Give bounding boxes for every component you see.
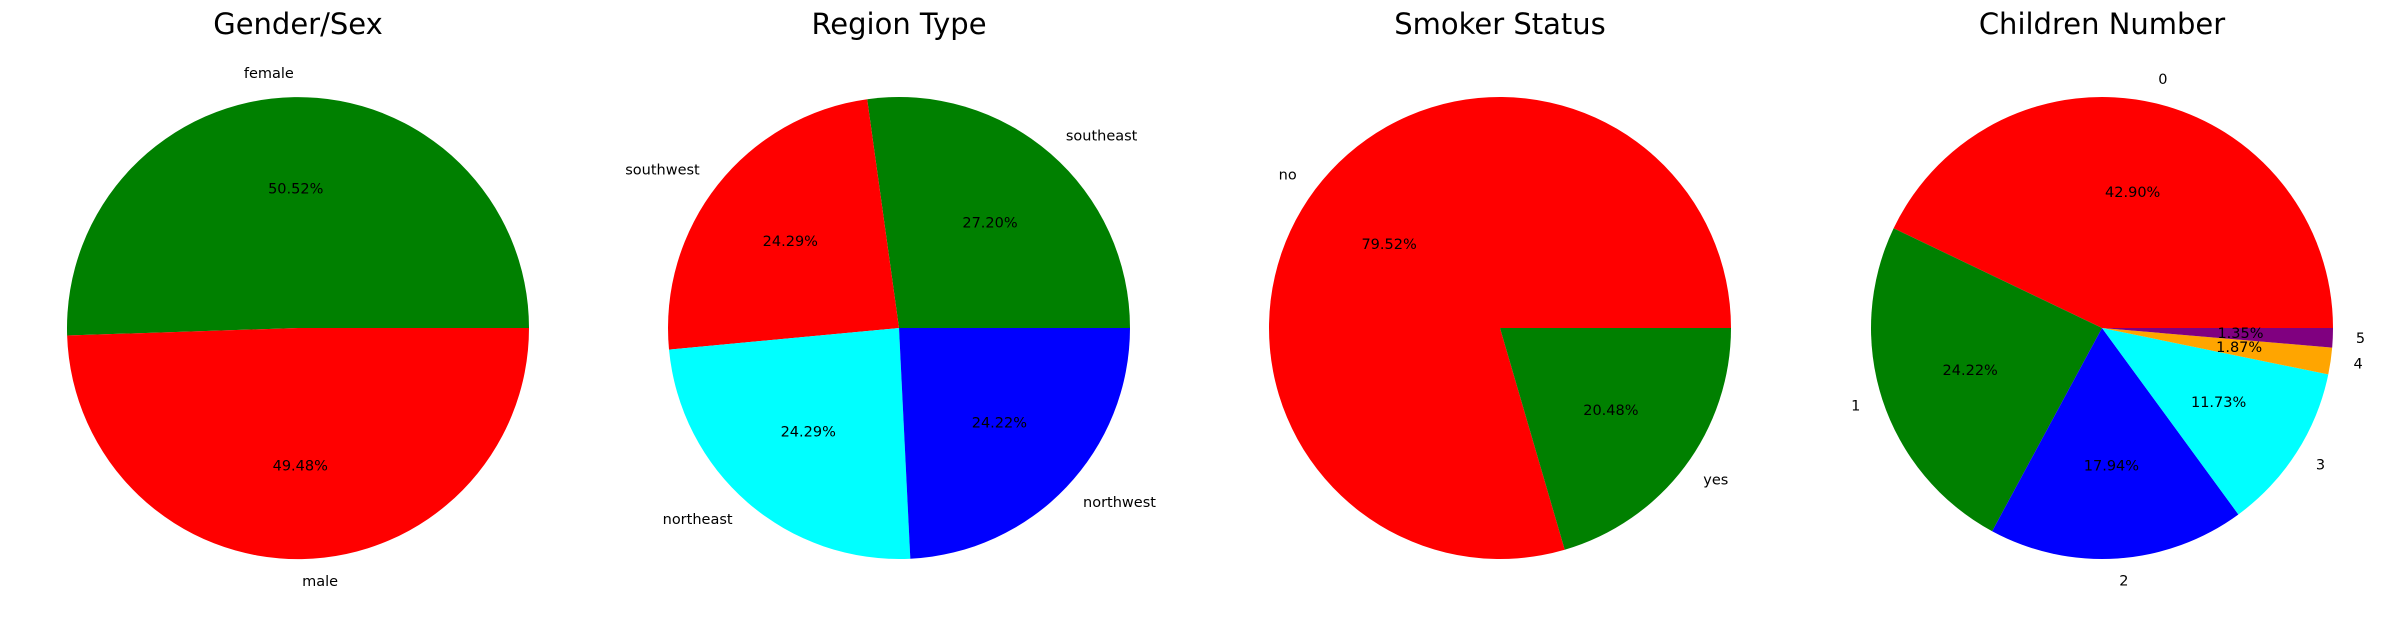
slice-percent-label: 1.87%: [2216, 340, 2262, 356]
slice-label-northeast: northeast: [663, 512, 733, 528]
slice-label-female: female: [244, 66, 294, 82]
slice-percent-label: 49.48%: [273, 459, 328, 475]
slice-label-yes: yes: [1703, 472, 1728, 488]
pie-slice-yes: [1500, 328, 1731, 550]
pie-slice-no: [1269, 97, 1731, 560]
chart-title: Children Number: [1979, 7, 2225, 41]
pie-slice-southeast: [867, 96, 1130, 328]
slice-label-male: male: [302, 574, 338, 590]
chart-title: Gender/Sex: [213, 7, 383, 41]
slice-percent-label: 24.22%: [1943, 363, 1998, 379]
slice-label-southeast: southeast: [1066, 128, 1138, 144]
slice-percent-label: 24.29%: [763, 234, 818, 250]
pie-slice-male: [67, 328, 530, 560]
slice-percent-label: 17.94%: [2084, 458, 2139, 474]
slice-label-5: 5: [2356, 331, 2365, 347]
pie-chart-smoker-status: Smoker Status no 79.52% yes 20.48%: [1269, 7, 1731, 560]
chart-title: Region Type: [811, 7, 986, 41]
pie-slice-0: [1893, 96, 2333, 329]
pie-slice-1: [1870, 228, 2102, 532]
slice-percent-label: 50.52%: [268, 181, 323, 197]
pie-slice-5: [2102, 328, 2333, 348]
slice-percent-label: 20.48%: [1583, 403, 1638, 419]
slice-percent-label: 1.35%: [2217, 326, 2263, 342]
pie-slice-female: [67, 97, 529, 336]
slice-percent-label: 11.73%: [2191, 395, 2246, 411]
slice-label-3: 3: [2316, 457, 2325, 473]
pie-chart-region-type: Region Type southeast 27.20% southwest 24.29…: [625, 7, 1156, 559]
pie-slice-2: [1992, 328, 2239, 559]
pie-slice-southwest: [667, 99, 899, 350]
slice-label-2: 2: [2119, 574, 2128, 590]
pie-chart-gender-sex: Gender/Sex female 50.52% male 49.48%: [67, 7, 530, 590]
slice-label-1: 1: [1851, 399, 1860, 415]
slice-percent-label: 24.29%: [781, 425, 836, 441]
slice-label-no: no: [1279, 168, 1297, 184]
pie-chart-children-number: Children Number 0 42.90% 1 24.22% 2 17.94% 3 11.…: [1851, 7, 2365, 590]
pie-slice-northeast: [669, 328, 911, 559]
slice-label-southwest: southwest: [625, 162, 700, 178]
slice-percent-label: 27.20%: [962, 215, 1017, 231]
slice-label-northwest: northwest: [1083, 495, 1156, 511]
chart-title: Smoker Status: [1394, 7, 1606, 41]
slice-percent-label: 24.22%: [972, 416, 1027, 432]
pie-slice-4: [2102, 328, 2333, 375]
pie-slice-3: [2102, 328, 2329, 515]
slice-percent-label: 79.52%: [1361, 237, 1416, 253]
slice-percent-label: 42.90%: [2105, 185, 2160, 201]
slice-label-4: 4: [2353, 356, 2362, 372]
pie-slice-northwest: [899, 328, 1130, 559]
slice-label-0: 0: [2158, 72, 2167, 88]
